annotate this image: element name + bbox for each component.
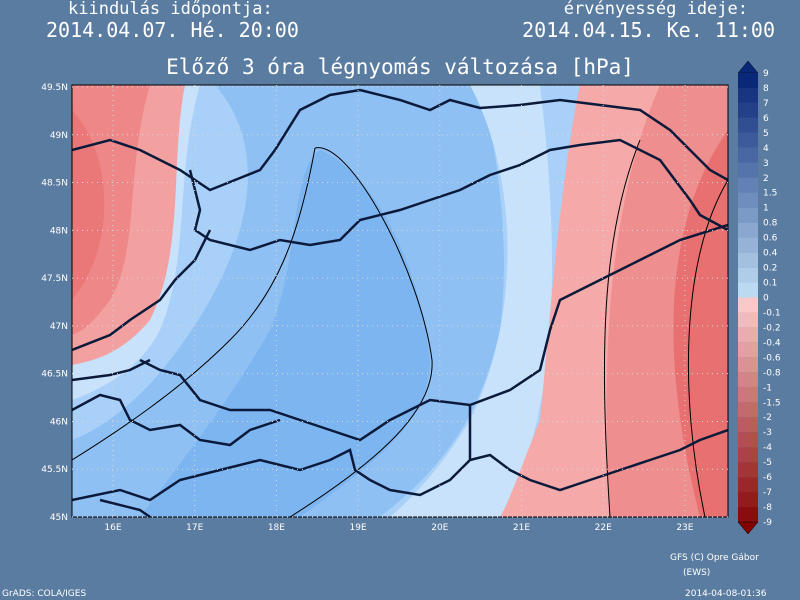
credit-sub: (EWS) xyxy=(683,568,710,578)
colorbar-label: -8 xyxy=(763,503,772,513)
lat-label: 45.5N xyxy=(41,465,68,475)
colorbar-bin xyxy=(738,117,758,133)
colorbar-label: -0.2 xyxy=(763,323,781,333)
lat-label: 45N xyxy=(50,513,68,523)
colorbar-bin xyxy=(738,207,758,223)
colorbar-label: -1.5 xyxy=(763,398,781,408)
lon-label: 19E xyxy=(350,523,367,533)
lat-label: 49N xyxy=(50,131,68,141)
start-label: kiindulás időpontja: xyxy=(68,0,273,19)
borders xyxy=(72,88,728,517)
colorbar-label: 1.5 xyxy=(763,189,777,199)
colorbar-label: -0.6 xyxy=(763,353,781,363)
lon-label: 21E xyxy=(513,523,530,533)
colorbar-label: -4 xyxy=(763,443,772,453)
colorbar-bin xyxy=(738,312,758,328)
colorbar-bin xyxy=(738,447,758,463)
colorbar-bin xyxy=(738,73,758,88)
map-frame xyxy=(71,84,729,518)
colorbar-bin xyxy=(738,162,758,178)
colorbar-bin xyxy=(738,87,758,103)
colorbar-label: -2 xyxy=(763,413,772,423)
colorbar-label: -0.4 xyxy=(763,338,781,348)
colorbar-bin xyxy=(738,342,758,358)
lat-label: 47.5N xyxy=(41,274,68,284)
colorbar-bin xyxy=(738,267,758,283)
colorbar-label: 0.8 xyxy=(763,219,778,229)
colorbar-label: 0.6 xyxy=(763,234,778,244)
colorbar-bin xyxy=(738,477,758,493)
lon-label: 22E xyxy=(595,523,612,533)
field xyxy=(140,150,430,517)
colorbar-bin xyxy=(738,297,758,313)
colorbar-label: 0 xyxy=(763,294,769,304)
colorbar-label: -9 xyxy=(763,518,772,528)
colorbar-label: -7 xyxy=(763,488,772,498)
colorbar-bin xyxy=(738,507,758,522)
map-area xyxy=(72,85,728,517)
lat-label: 48.5N xyxy=(41,179,68,189)
field xyxy=(673,130,728,517)
colorbar-bin xyxy=(738,492,758,508)
colorbar-label: -6 xyxy=(763,473,772,483)
colorbar-bin xyxy=(738,147,758,163)
lon-label: 17E xyxy=(186,523,203,533)
colorbar-label: 1 xyxy=(763,204,769,214)
lon-label: 23E xyxy=(676,523,693,533)
colorbar-bin xyxy=(738,372,758,388)
colorbar-bin xyxy=(738,132,758,148)
colorbar-label: -1 xyxy=(763,383,772,393)
lat-label: 49.5N xyxy=(41,83,68,93)
colorbar-label: 0.1 xyxy=(763,279,777,289)
colorbar-bin xyxy=(738,402,758,418)
colorbar-label: -3 xyxy=(763,428,772,438)
colorbar-bin xyxy=(738,222,758,238)
colorbar-label: 2 xyxy=(763,174,769,184)
colorbar-label: 4 xyxy=(763,144,769,154)
colorbar-label: 6 xyxy=(763,114,769,124)
contours xyxy=(72,139,728,517)
lat-label: 46.5N xyxy=(41,370,68,380)
colorbar-bin xyxy=(738,417,758,433)
colorbar-arrow xyxy=(737,521,759,535)
colorbar-bin xyxy=(738,387,758,403)
colorbar-label: -0.8 xyxy=(763,368,781,378)
credit: GFS (C) Opre Gábor xyxy=(670,553,759,563)
colorbar-bin xyxy=(738,432,758,448)
colorbar-label: 9 xyxy=(763,69,769,79)
lon-label: 16E xyxy=(104,523,121,533)
colorbar-label: -5 xyxy=(763,458,772,468)
valid-time: 2014.04.15. Ke. 11:00 xyxy=(522,18,775,42)
colorbar-label: -0.1 xyxy=(763,308,781,318)
colorbar-bin xyxy=(738,327,758,343)
colorbar-label: 8 xyxy=(763,84,769,94)
colorbar-bin xyxy=(738,237,758,253)
field xyxy=(390,85,552,517)
colorbar-bin xyxy=(738,462,758,478)
colorbar-bin xyxy=(738,282,758,298)
colorbar-label: 7 xyxy=(763,99,769,109)
lat-label: 46N xyxy=(50,417,68,427)
colorbar-bin xyxy=(738,357,758,373)
lon-label: 18E xyxy=(268,523,285,533)
colorbar-label: 0.4 xyxy=(763,249,778,259)
field xyxy=(72,110,105,300)
lon-label: 20E xyxy=(431,523,448,533)
colorbar-bin xyxy=(738,177,758,193)
lat-label: 47N xyxy=(50,322,68,332)
map-title: Előző 3 óra légnyomás változása [hPa] xyxy=(166,55,634,79)
colorbar-label: 0.2 xyxy=(763,264,777,274)
start-time: 2014.04.07. Hé. 20:00 xyxy=(46,18,299,42)
colorbar-bin xyxy=(738,252,758,268)
valid-label: érvényesség ideje: xyxy=(564,0,748,19)
colorbar-bin xyxy=(738,102,758,118)
colorbar-bin xyxy=(738,192,758,208)
software: GrADS: COLA/IGES xyxy=(2,589,86,599)
timestamp: 2014-04-08-01:36 xyxy=(685,589,767,599)
colorbar-label: 5 xyxy=(763,129,769,139)
lat-label: 48N xyxy=(50,226,68,236)
colorbar-label: 3 xyxy=(763,159,769,169)
